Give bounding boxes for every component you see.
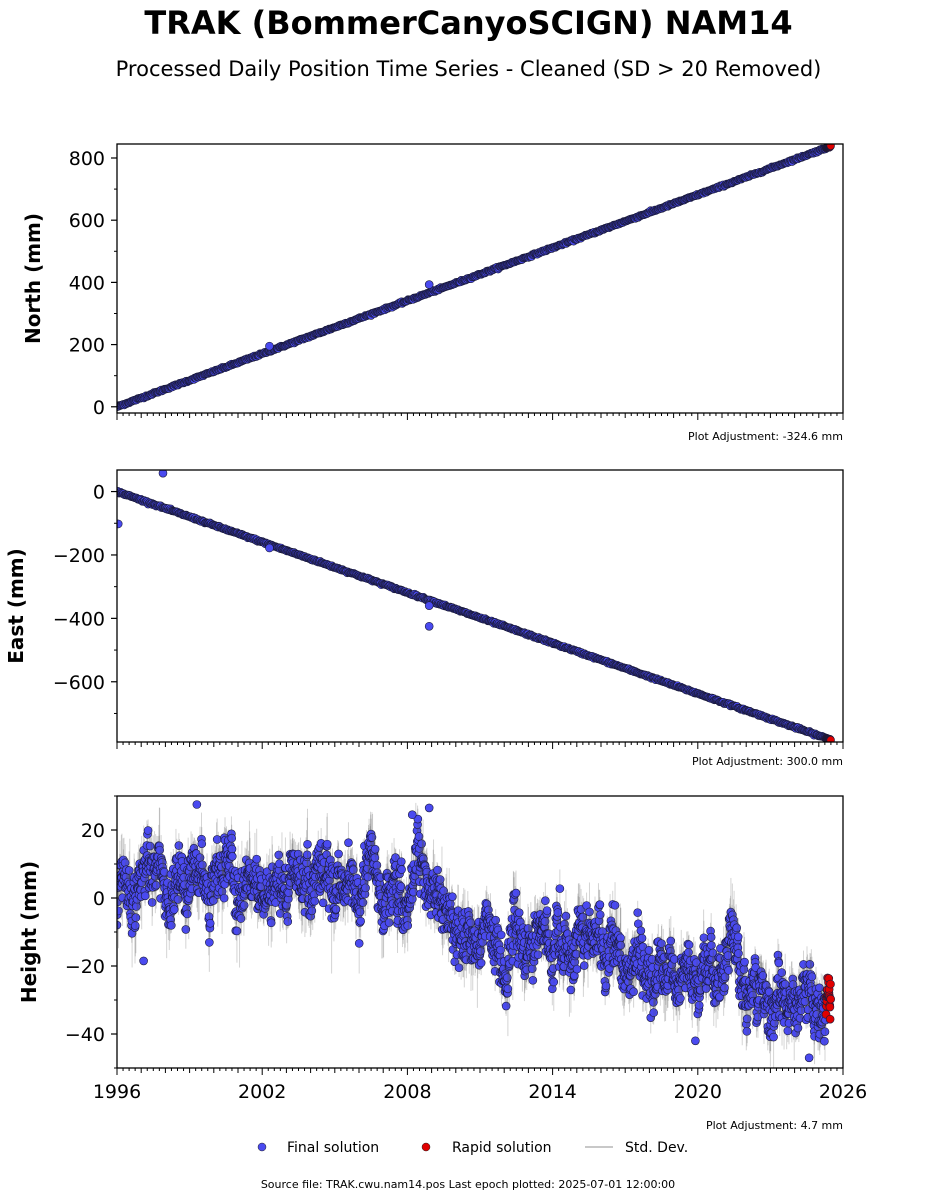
- series-north-rapid: [821, 144, 835, 153]
- y-tick-label: 400: [69, 272, 105, 294]
- data-point: [344, 838, 353, 847]
- data-point: [130, 921, 140, 930]
- plot-adjustment-east: Plot Adjustment: 300.0 mm: [692, 755, 843, 768]
- data-point: [169, 905, 179, 914]
- data-point: [274, 850, 284, 860]
- data-point: [503, 984, 513, 994]
- data-point: [271, 898, 280, 907]
- y-tick-label: 0: [93, 397, 105, 419]
- data-point: [212, 835, 222, 844]
- series-height-final: [117, 802, 831, 1068]
- outlier-point: [424, 621, 434, 631]
- y-tick-label: −200: [53, 545, 105, 567]
- plot-adjustment-north: Plot Adjustment: -324.6 mm: [688, 430, 843, 443]
- y-tick-label: −400: [53, 608, 105, 630]
- data-point: [310, 896, 320, 906]
- data-point: [117, 920, 122, 930]
- data-point: [227, 852, 237, 861]
- data-point: [181, 925, 191, 934]
- y-axis-label-north: North (mm): [21, 213, 45, 344]
- plot-area-east: [117, 470, 835, 742]
- data-point: [236, 914, 246, 923]
- series-east-final: [117, 487, 830, 742]
- plot-area-north: [117, 144, 835, 412]
- data-point: [147, 898, 157, 907]
- data-point: [275, 859, 284, 869]
- data-point: [124, 866, 134, 875]
- outlier-point: [117, 519, 123, 529]
- data-point: [174, 841, 184, 850]
- y-tick-label: 0: [93, 482, 105, 504]
- data-point: [209, 896, 218, 905]
- data-point: [143, 826, 153, 835]
- y-tick-label: 200: [69, 335, 105, 357]
- data-point: [496, 945, 505, 955]
- data-point: [140, 891, 150, 901]
- data-point: [173, 895, 183, 904]
- series-east-rapid: [821, 733, 835, 742]
- data-point: [397, 865, 406, 874]
- panel-north: 0 200 400 600 800 North (mm) Plot Adjustment: …: [21, 143, 844, 443]
- data-point: [182, 909, 192, 919]
- data-point: [219, 893, 229, 903]
- data-point: [145, 841, 155, 851]
- data-point: [476, 958, 486, 968]
- data-point: [167, 921, 176, 930]
- data-point: [826, 144, 835, 150]
- data-point: [227, 833, 237, 843]
- figure-subtitle: Processed Daily Position Time Series - C…: [115, 57, 822, 81]
- data-point: [356, 916, 365, 926]
- data-point: [266, 918, 276, 928]
- series-north-final: [117, 144, 830, 412]
- data-point: [354, 939, 364, 948]
- y-axis-label-east: East (mm): [4, 548, 28, 664]
- y-tick-label: 600: [69, 210, 105, 232]
- data-point: [205, 918, 215, 928]
- axes-frame-east: [116, 469, 844, 743]
- data-point: [117, 906, 123, 916]
- figure-title: TRAK (BommerCanyoSCIGN) NAM14: [144, 4, 793, 42]
- outlier-point: [424, 280, 434, 289]
- y-tick-label: −600: [53, 672, 105, 694]
- data-point: [198, 860, 207, 870]
- outlier-point: [265, 341, 274, 351]
- outlier-point: [158, 470, 168, 478]
- data-point: [826, 735, 835, 742]
- data-point: [239, 900, 249, 910]
- data-point: [131, 913, 141, 922]
- data-point: [205, 938, 214, 947]
- data-point: [232, 926, 242, 936]
- data-point: [197, 839, 207, 849]
- data-point: [252, 854, 261, 864]
- outlier-point: [424, 601, 434, 610]
- y-tick-label: 800: [69, 148, 105, 170]
- plot-area-height: [117, 800, 836, 1068]
- outlier-point: [265, 543, 274, 553]
- data-point: [496, 930, 506, 940]
- panel-east: 0 −200 −400 −600 East (mm) Plot Adjustment: 3…: [4, 469, 844, 768]
